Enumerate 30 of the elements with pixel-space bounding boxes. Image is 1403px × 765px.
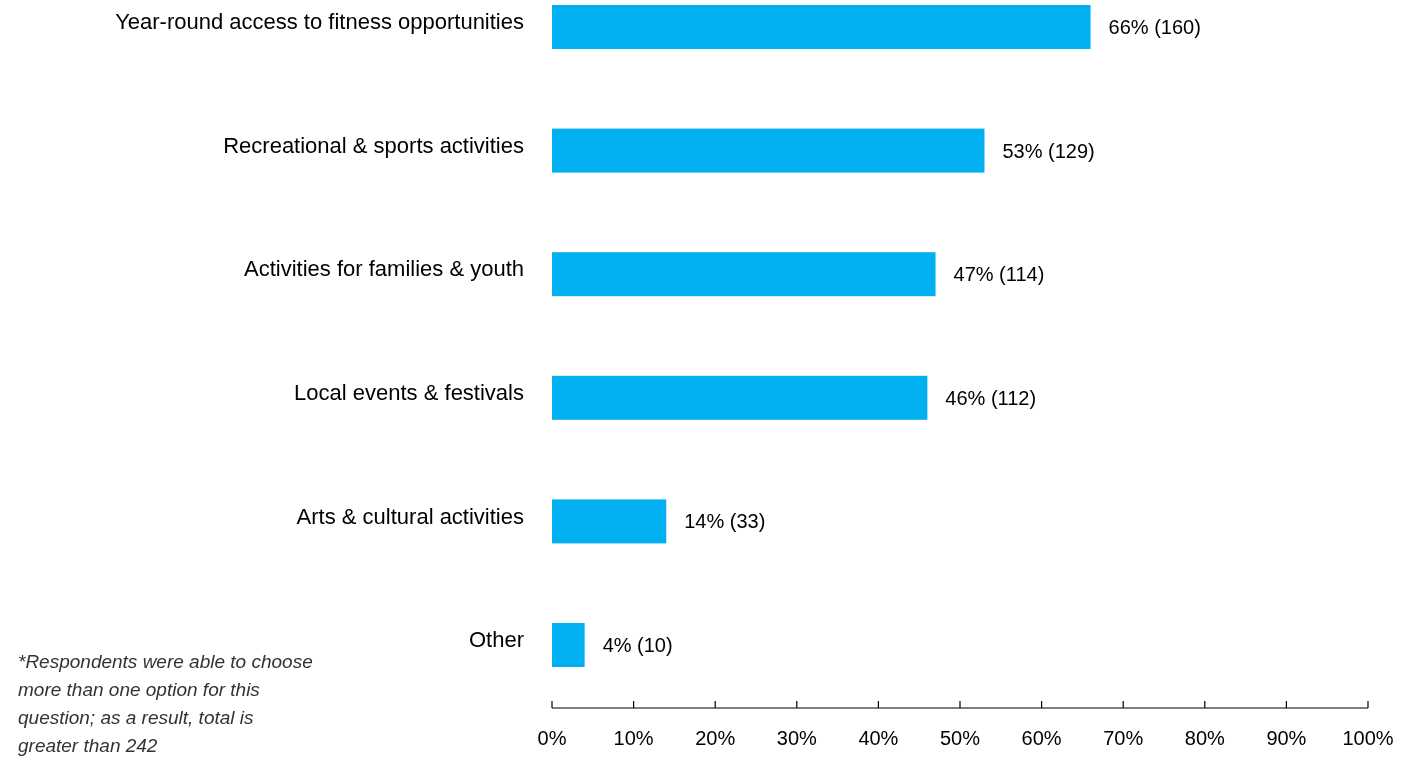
x-tick-label: 20% bbox=[695, 727, 736, 749]
bar bbox=[552, 499, 667, 544]
bar bbox=[552, 623, 585, 667]
data-label: 47% (114) bbox=[953, 263, 1045, 286]
y-tick-label: Year-round access to fitness opportunities bbox=[115, 9, 524, 35]
y-tick-label: Other bbox=[468, 627, 524, 653]
y-tick-label: Arts & cultural activities bbox=[296, 503, 524, 529]
x-tick-label: 90% bbox=[1266, 727, 1307, 749]
text: *Respondents were able to choose more than one option for this question; as a result, total is greater than 242 bbox=[18, 651, 313, 756]
x-tick-label: 10% bbox=[613, 727, 654, 749]
bar bbox=[552, 375, 928, 420]
bar bbox=[552, 5, 1091, 49]
x-tick-label: 80% bbox=[1184, 727, 1226, 749]
data-label: 4% (10) bbox=[602, 634, 673, 656]
y-tick-label: Activities for families & youth bbox=[244, 256, 524, 282]
y-tick-label: Local events & festivals bbox=[294, 380, 524, 405]
x-tick-label: 60% bbox=[1021, 727, 1062, 749]
x-tick-label: 0% bbox=[537, 727, 567, 749]
data-label: 66% (160) bbox=[1108, 16, 1201, 38]
data-label: 46% (112) bbox=[945, 386, 1037, 409]
bar bbox=[552, 252, 936, 297]
y-tick-label: Recreational & sports activities bbox=[223, 132, 524, 158]
bar bbox=[552, 128, 985, 173]
x-tick-label: 100% bbox=[1342, 727, 1394, 749]
x-tick-label: 40% bbox=[858, 727, 899, 749]
data-label: 53% (129) bbox=[1002, 139, 1095, 162]
x-tick-label: 50% bbox=[939, 727, 981, 749]
data-label: 14% (33) bbox=[684, 510, 766, 533]
x-tick-label: 70% bbox=[1103, 727, 1144, 749]
x-tick-label: 30% bbox=[776, 727, 818, 749]
